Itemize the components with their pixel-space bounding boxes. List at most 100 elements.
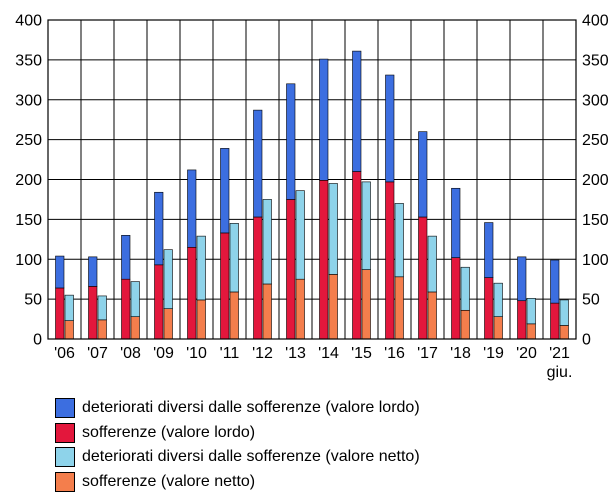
- bar-segment: [526, 298, 536, 325]
- legend-label: deteriorati diversi dalle sofferenze (va…: [82, 399, 420, 417]
- bar-segment: [385, 181, 395, 340]
- bar-segment: [352, 50, 362, 172]
- bar-segment: [352, 171, 362, 340]
- bar-segment: [517, 256, 527, 302]
- bar-segment: [253, 216, 263, 340]
- y-tick-label-right: 300: [582, 92, 609, 109]
- x-tick-label: '07: [87, 345, 108, 362]
- y-tick-label-right: 150: [582, 212, 609, 229]
- bar-segment: [328, 183, 338, 275]
- legend-label: deteriorati diversi dalle sofferenze (va…: [82, 448, 420, 466]
- bar-segment: [88, 286, 98, 340]
- bar-segment: [319, 179, 329, 340]
- bar-segment: [295, 278, 305, 340]
- bar-segment: [220, 148, 230, 234]
- x-tick-label: '15: [351, 345, 372, 362]
- legend-label: sofferenze (valore lordo): [82, 423, 256, 441]
- bar-segment: [361, 181, 371, 270]
- bar-segment: [460, 309, 470, 340]
- bar-segment: [262, 199, 272, 285]
- x-tick-label: '06: [54, 345, 75, 362]
- legend-item: deteriorati diversi dalle sofferenze (va…: [55, 396, 420, 421]
- x-tick-label: '18: [450, 345, 471, 362]
- legend-swatch: [55, 422, 75, 443]
- bar-segment: [418, 216, 428, 340]
- y-tick-label-left: 50: [24, 292, 42, 309]
- x-tick-label: '09: [153, 345, 174, 362]
- bar-segment: [559, 299, 569, 326]
- bar-segment: [559, 325, 569, 340]
- bar-segment: [163, 308, 173, 340]
- legend-item: sofferenze (valore netto): [55, 470, 420, 495]
- y-tick-label-left: 0: [33, 332, 42, 349]
- y-tick-label-right: 100: [582, 252, 609, 269]
- bar-segment: [187, 246, 197, 340]
- y-tick-label-left: 400: [15, 13, 42, 30]
- x-tick-label: '19: [483, 345, 504, 362]
- y-tick-label-right: 400: [582, 13, 609, 30]
- chart-axes: [47, 19, 577, 340]
- legend-swatch: [55, 398, 75, 419]
- y-tick-label-left: 200: [15, 172, 42, 189]
- bar-segment: [196, 235, 206, 301]
- bar-segment: [121, 235, 131, 280]
- bar-segment: [394, 276, 404, 340]
- legend-swatch: [55, 471, 75, 492]
- bar-segment: [460, 266, 470, 311]
- bar-segment: [385, 74, 395, 183]
- x-tick-label: '10: [186, 345, 207, 362]
- bar-segment: [517, 300, 527, 340]
- bar-segment: [154, 264, 164, 340]
- x-tick-label: '12: [252, 345, 273, 362]
- y-tick-label-left: 250: [15, 132, 42, 149]
- bar-segment: [451, 257, 461, 340]
- x-tick-label: '20: [516, 345, 537, 362]
- bar-segment: [97, 295, 107, 321]
- x-tick-label: '21: [549, 345, 570, 362]
- bar-segment: [484, 277, 494, 340]
- bar-segment: [121, 278, 131, 340]
- bar-segment: [493, 316, 503, 340]
- bar-segment: [319, 58, 329, 181]
- x-tick-label: '11: [220, 345, 240, 362]
- bar-segment: [64, 294, 74, 321]
- bar-segment: [97, 319, 107, 340]
- bar-segment: [295, 190, 305, 280]
- bar-segment: [187, 169, 197, 248]
- bar-segment: [361, 269, 371, 340]
- y-tick-label-left: 350: [15, 52, 42, 69]
- bar-segment: [55, 287, 65, 340]
- y-tick-label-right: 350: [582, 52, 609, 69]
- bar-segment: [418, 131, 428, 218]
- y-tick-label-right: 50: [582, 292, 600, 309]
- bar-segment: [196, 299, 206, 340]
- bar-segment: [550, 259, 560, 304]
- x-tick-sublabel: giu.: [547, 364, 573, 381]
- x-tick-label: '13: [285, 345, 306, 362]
- x-tick-label: '17: [417, 345, 438, 362]
- bar-segment: [88, 256, 98, 287]
- x-tick-label: '08: [120, 345, 141, 362]
- bar-segment: [64, 320, 74, 340]
- bar-segment: [253, 109, 263, 218]
- y-tick-label-right: 0: [582, 332, 591, 349]
- x-tick-label: '14: [318, 345, 339, 362]
- bar-segment: [229, 223, 239, 293]
- bar-segment: [451, 187, 461, 258]
- bar-segment: [130, 316, 140, 340]
- x-tick-label: '16: [384, 345, 405, 362]
- bar-segment: [229, 291, 239, 340]
- bar-segment: [220, 232, 230, 340]
- bar-segment: [493, 282, 503, 317]
- bar-segment: [130, 281, 140, 317]
- y-tick-label-right: 200: [582, 172, 609, 189]
- plot-frame: [47, 19, 577, 340]
- y-tick-label-left: 150: [15, 212, 42, 229]
- bar-segment: [328, 274, 338, 340]
- bar-segment: [286, 199, 296, 340]
- chart-bars: [55, 50, 569, 340]
- bar-segment: [55, 255, 65, 289]
- chart-tick-labels: 0 0 50 50 100 100 150 150 200 200 250 250 300 300 350 3…: [15, 13, 609, 382]
- bar-segment: [163, 249, 173, 309]
